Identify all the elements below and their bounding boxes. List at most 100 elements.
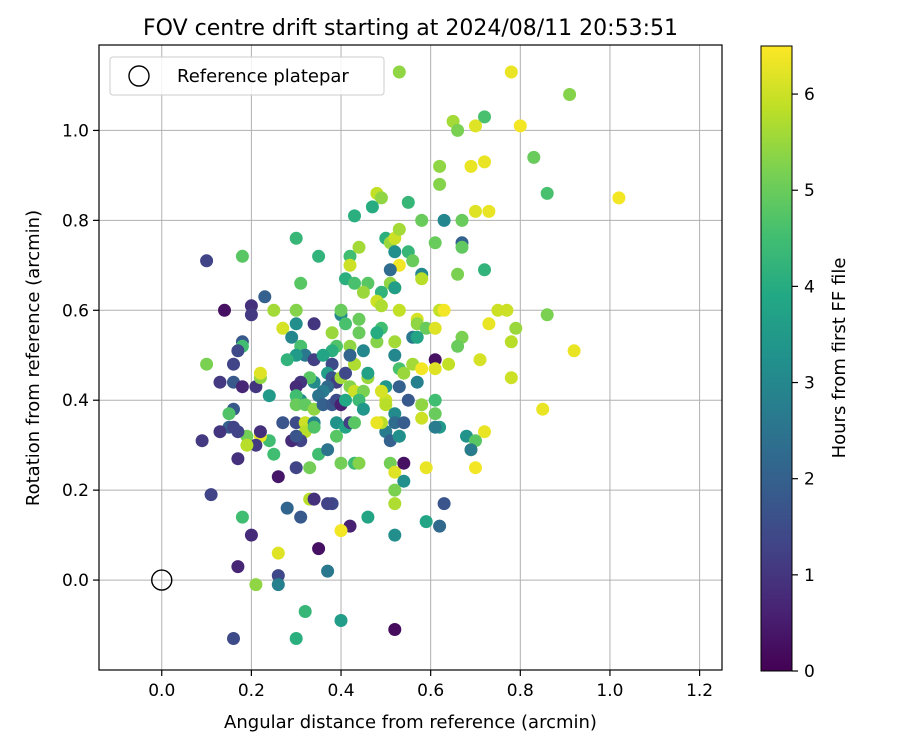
data-point [253,366,267,380]
x-tick-label: 0.2 [238,681,265,701]
data-point [235,249,249,263]
data-point [339,366,352,380]
legend-label: Reference platepar [177,66,349,87]
data-point [419,515,433,529]
data-point [464,443,478,457]
y-tick-label: 0.4 [62,391,89,411]
data-point [388,497,402,511]
data-point [406,254,420,268]
data-point [258,290,272,304]
data-point [410,330,424,344]
data-point [370,416,384,430]
data-point [289,380,303,394]
data-point [294,276,308,290]
data-point [567,344,581,358]
data-point [478,155,491,169]
data-point [303,461,317,475]
data-point [334,614,348,627]
data-point [356,402,370,416]
reference-layer [151,569,173,591]
x-tick-label: 0.0 [148,681,175,701]
data-point [392,303,406,317]
data-point [352,326,366,340]
data-point [231,452,245,466]
data-point [388,407,402,421]
data-point [200,254,214,268]
data-point [200,357,214,371]
data-point [204,488,218,502]
data-point [365,200,379,214]
data-point [339,393,352,407]
data-point [244,299,258,313]
data-point [379,398,393,412]
data-point [298,605,312,618]
data-point [271,578,285,592]
data-point [348,209,361,223]
legend: Reference platepar [109,56,385,96]
x-axis-ticks: 0.0 0.2 0.4 0.6 0.8 1.0 1.2 [148,670,713,701]
data-point [428,236,442,250]
reference-point-marker [151,569,173,591]
data-point [401,195,415,209]
data-point [271,470,285,484]
colorbar-tick-label: 6 [804,85,815,105]
data-point [433,177,447,191]
data-point [410,375,424,389]
data-point [231,344,245,358]
data-point [334,524,348,538]
colorbar-tick-label: 1 [804,566,815,586]
data-point [321,497,335,511]
data-point [437,303,451,317]
data-point [428,420,442,434]
colorbar-ticks: 0 1 2 3 4 5 6 [792,85,815,682]
data-point [352,456,366,470]
data-point [267,303,281,317]
legend-box [109,56,385,96]
data-point [280,353,294,367]
data-point [513,119,527,133]
data-point [334,456,348,470]
y-tick-label: 0.8 [62,211,89,231]
x-tick-label: 0.4 [328,681,355,701]
data-point [321,564,335,578]
colorbar: 0 1 2 3 4 5 6 Hours from first FF file [760,45,850,682]
data-point [482,204,496,218]
data-point [392,65,406,79]
colorbar-tick-label: 3 [804,374,815,394]
data-point [374,384,388,398]
data-point [276,416,290,430]
x-tick-label: 1.0 [596,681,623,701]
data-point [374,299,388,313]
data-point [415,272,429,286]
data-point [343,348,357,362]
data-point [343,339,357,353]
data-point [612,191,626,205]
data-point [235,510,249,524]
data-point [464,159,478,173]
data-point [433,159,447,173]
data-point [478,263,491,277]
data-point [482,317,496,331]
data-point [392,380,406,394]
data-point [307,420,321,434]
colorbar-tick-label: 0 [804,662,815,682]
data-point [388,348,402,362]
data-point [428,393,442,407]
data-point [370,326,384,340]
data-point [352,240,366,254]
data-point [271,569,285,583]
data-point [383,263,397,277]
data-point [231,560,245,574]
data-point [451,339,465,353]
data-point [325,326,339,340]
x-axis-label: Angular distance from reference (arcmin) [224,712,597,733]
data-point [218,303,231,317]
data-point [227,420,240,434]
data-point [330,429,343,443]
data-point [428,353,442,367]
data-point [289,231,303,245]
data-point [563,88,577,101]
data-point [361,366,375,380]
data-point [509,321,523,335]
